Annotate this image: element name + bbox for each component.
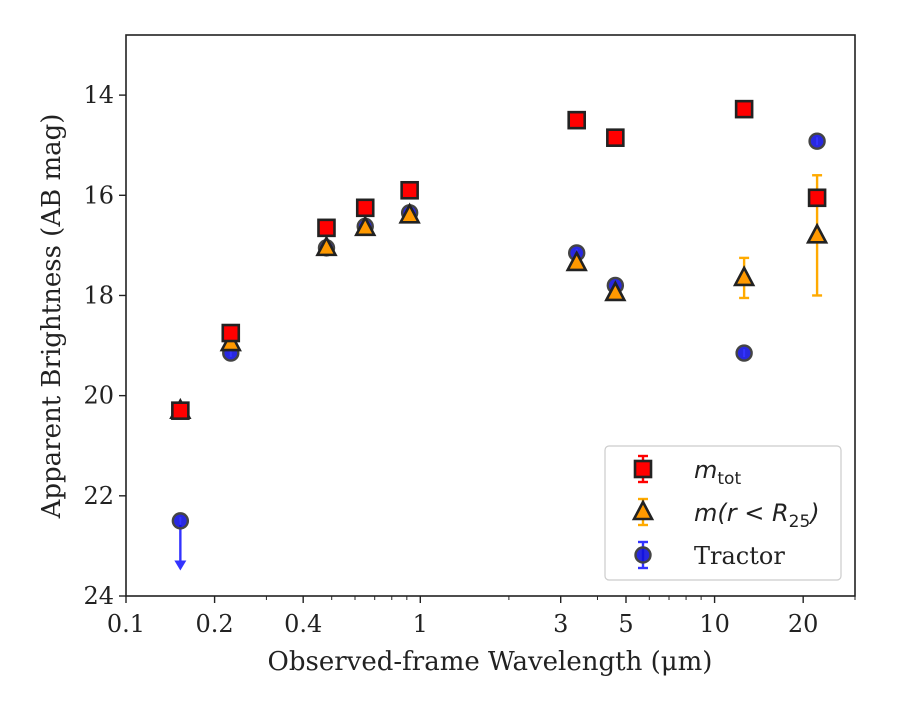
x-tick-label: 20 <box>788 610 819 638</box>
y-tick-label: 14 <box>83 81 114 109</box>
upper-limit-arrowhead <box>174 560 187 571</box>
triangle-point <box>805 222 829 244</box>
legend-label: mtot <box>694 456 741 489</box>
x-tick-label: 5 <box>618 610 633 638</box>
triangle-point <box>565 250 588 272</box>
y-tick-label: 24 <box>83 582 114 610</box>
legend-box <box>604 445 842 581</box>
legend-marker-circle <box>634 546 652 564</box>
ticks-layer: 0.1 0.2 0.4 1 3 5 10 20 14 16 18 20 22 24 <box>83 81 856 638</box>
series-triangle <box>169 174 829 420</box>
x-tick-label: 0.1 <box>107 610 145 638</box>
y-tick-label: 20 <box>83 382 114 410</box>
x-tick-label: 0.2 <box>196 610 234 638</box>
triangle-point <box>732 265 756 287</box>
x-tick-label: 3 <box>553 610 568 638</box>
y-tick-label: 22 <box>83 482 114 510</box>
series-square <box>171 99 827 420</box>
x-tick-label: 0.4 <box>284 610 322 638</box>
x-tick-label: 1 <box>413 610 428 638</box>
legend-label-text: Tractor <box>694 542 785 570</box>
legend-label-tail: ) <box>808 499 819 527</box>
legend-marker-triangle <box>631 499 655 521</box>
x-tick-label: 10 <box>699 610 730 638</box>
legend: mtot m(r < R25) Tractor <box>604 445 842 581</box>
legend-label-subscript: tot <box>717 469 741 489</box>
triangle-point <box>604 280 627 302</box>
triangle-point <box>315 235 338 257</box>
plot-area-frame <box>125 34 856 597</box>
x-axis-label: Observed-frame Wavelength (μm) <box>268 647 713 677</box>
triangle-point <box>398 202 421 224</box>
triangle-point <box>354 215 377 237</box>
legend-marker-square <box>633 459 653 479</box>
legend-label-text: m(r < R <box>694 499 789 527</box>
y-tick-label: 18 <box>83 281 114 309</box>
marks-layer <box>169 99 829 571</box>
legend-label: m(r < R25) <box>694 499 820 532</box>
legend-label-text: m <box>694 456 717 484</box>
y-tick-label: 16 <box>83 181 114 209</box>
legend-label: Tractor <box>694 542 785 570</box>
y-axis-label: Apparent Brightness (AB mag) <box>37 114 67 520</box>
legend-label-subscript: 25 <box>789 512 811 532</box>
